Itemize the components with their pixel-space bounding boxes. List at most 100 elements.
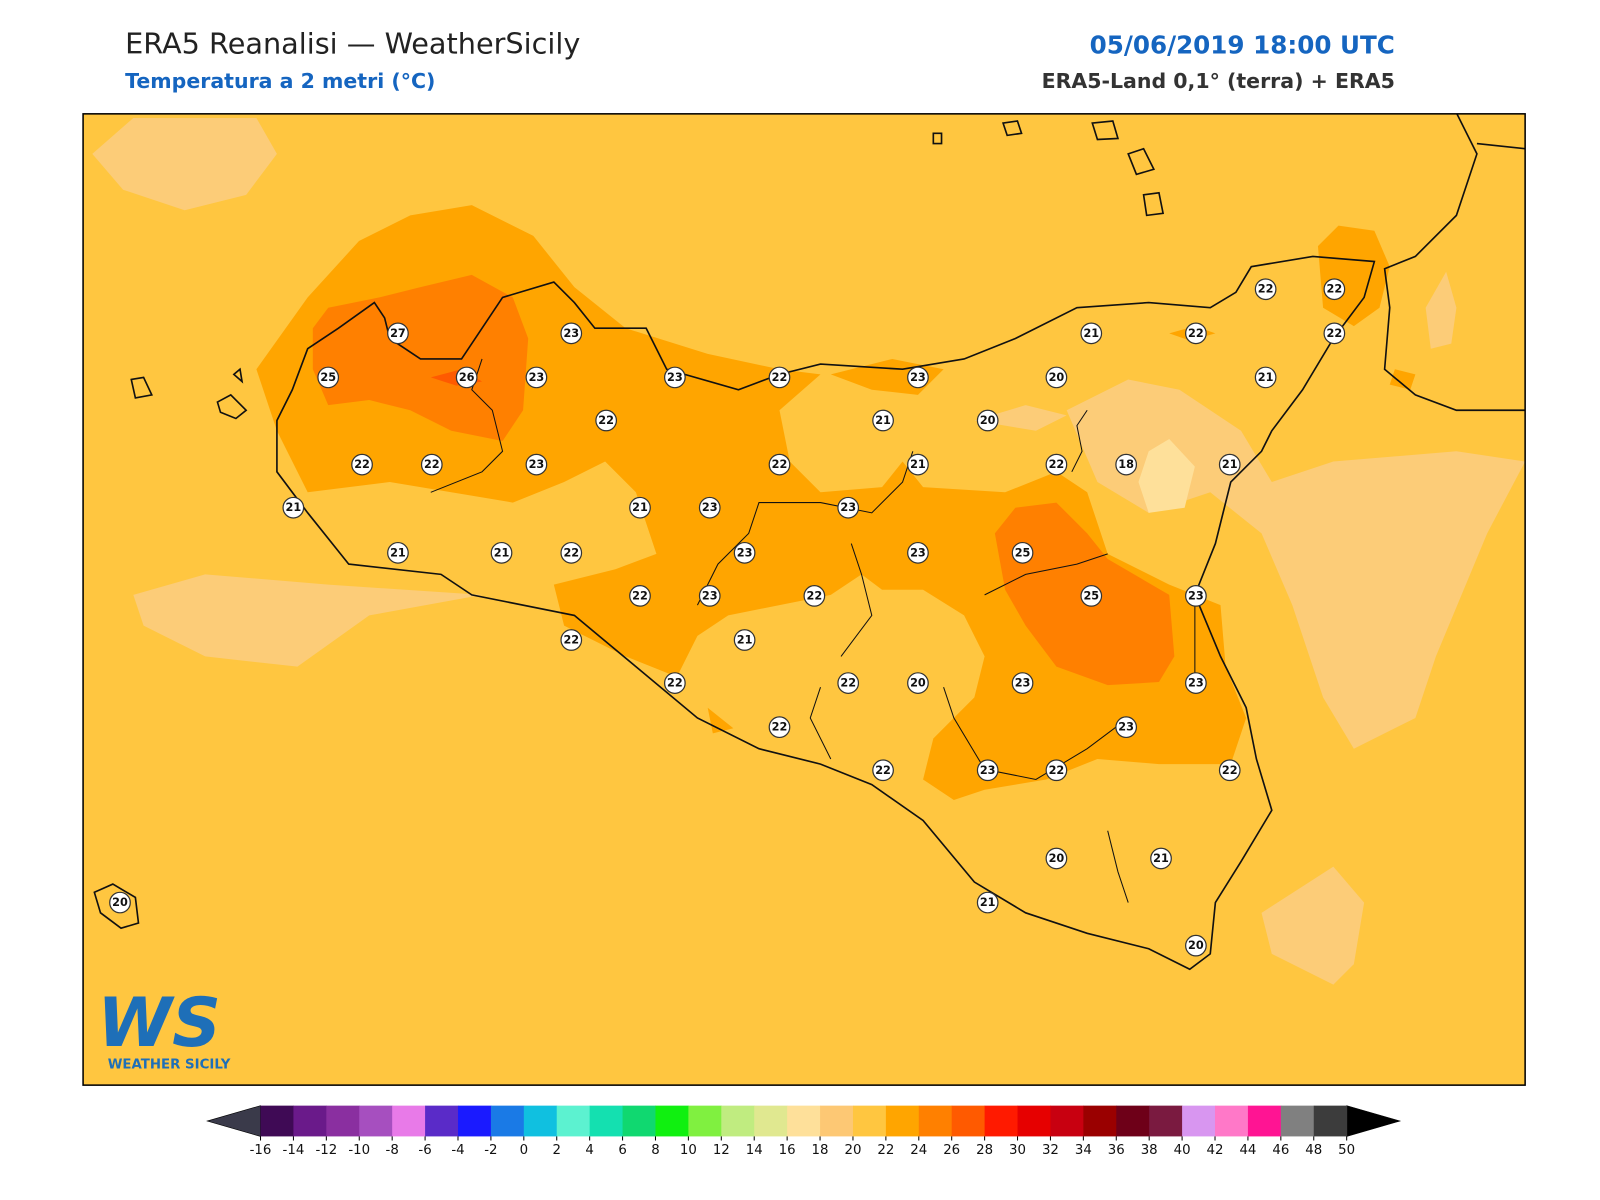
station-marker [629,496,651,519]
station: 25 [1080,585,1103,607]
station-marker [733,629,756,651]
station: 22 [768,366,791,389]
station-value: 23 [702,589,718,602]
station: 22 [837,672,860,694]
colorbar-label: -2 [484,1143,497,1158]
colorbar-label: 18 [812,1143,829,1158]
station-value: 21 [390,546,406,559]
station-marker [1254,278,1277,301]
station-value: 22 [1188,327,1204,340]
colorbar-label: 22 [877,1143,894,1158]
station-marker [768,366,791,389]
colorbar-bin [556,1105,591,1137]
source: ERA5-Land 0,1° (terra) + ERA5 [1042,69,1395,93]
colorbar-label: 26 [943,1143,960,1158]
colorbar-bin [1280,1105,1315,1137]
station-marker [1045,759,1068,782]
station: 21 [1254,366,1277,389]
colorbar-bin [326,1105,360,1137]
colorbar-bin [392,1105,426,1137]
station-marker [1011,672,1034,694]
station: 20 [109,891,131,914]
colorbar-label: 8 [651,1143,659,1158]
colorbar-label: 28 [976,1143,993,1158]
station-value: 22 [1327,327,1343,340]
station-value: 20 [910,677,926,690]
station-marker [803,585,826,607]
station: 22 [1218,759,1241,782]
station-value: 20 [1049,852,1065,865]
station-marker [976,891,999,914]
colorbar-bin [820,1105,854,1137]
station-value: 22 [1049,458,1065,471]
colorbar-label: 6 [618,1143,626,1158]
station: 22 [803,585,826,607]
colorbar-label: 4 [585,1143,593,1158]
colorbar-bin [1247,1105,1282,1137]
colorbar-bin [1017,1105,1051,1137]
colorbar-bin [918,1105,953,1137]
station-marker [907,541,929,564]
station: 23 [907,366,929,389]
station-marker [109,891,131,914]
colorbar-label: 34 [1075,1143,1092,1158]
station-value: 22 [424,458,440,471]
colorbar-bin [885,1105,920,1137]
station: 22 [560,541,583,564]
station: 23 [698,585,721,607]
station-value: 22 [632,589,648,602]
station-marker [907,453,929,476]
station-value: 22 [875,764,891,777]
station-value: 20 [980,414,996,427]
station-marker [837,672,860,694]
colorbar-bin [1149,1105,1183,1137]
station-value: 21 [494,546,510,559]
station: 21 [1080,322,1103,345]
station-marker [1011,541,1034,564]
station: 22 [768,453,791,476]
colorbar-label: 20 [844,1143,861,1158]
station-marker [560,322,583,345]
station: 23 [698,496,721,519]
station-marker [595,409,618,432]
station: 22 [768,716,791,739]
station-value: 23 [563,327,579,340]
station-value: 22 [1327,283,1343,296]
colorbar: -16 -14 -12 -10 -8 -6 -4 -2 0 2 4 6 8 10 12 14 16 18 20 22 2… [206,1105,1402,1158]
station: 21 [282,496,305,519]
station-value: 25 [1015,546,1031,559]
station-value: 21 [980,896,996,909]
station-value: 23 [702,501,718,514]
colorbar-bin [589,1105,624,1137]
station-value: 23 [1015,677,1031,690]
station-marker [1185,934,1207,957]
station: 20 [907,672,929,694]
colorbar-label: 42 [1207,1143,1224,1158]
station-marker [837,496,860,519]
colorbar-bin [293,1105,327,1137]
colorbar-label: 30 [1009,1143,1026,1158]
colorbar-label: 48 [1305,1143,1322,1158]
station-marker [768,453,791,476]
station-marker [282,496,305,519]
station: 20 [976,409,999,432]
station-marker [976,759,999,782]
station-value: 23 [667,371,683,384]
station-marker [872,409,894,432]
logo-mark: WS [97,983,220,1062]
colorbar-bin [490,1105,525,1137]
colorbar-bin [523,1105,558,1137]
station: 23 [525,453,548,476]
station-value: 22 [1222,764,1238,777]
colorbar-bin [787,1105,821,1137]
station-value: 18 [1118,458,1134,471]
station-value: 23 [737,546,753,559]
colorbar-label: 40 [1174,1143,1191,1158]
station-value: 25 [320,371,336,384]
station-value: 23 [840,501,856,514]
station: 25 [1011,541,1034,564]
station-value: 20 [112,896,128,909]
station-marker [1218,759,1241,782]
station-marker [663,366,686,389]
